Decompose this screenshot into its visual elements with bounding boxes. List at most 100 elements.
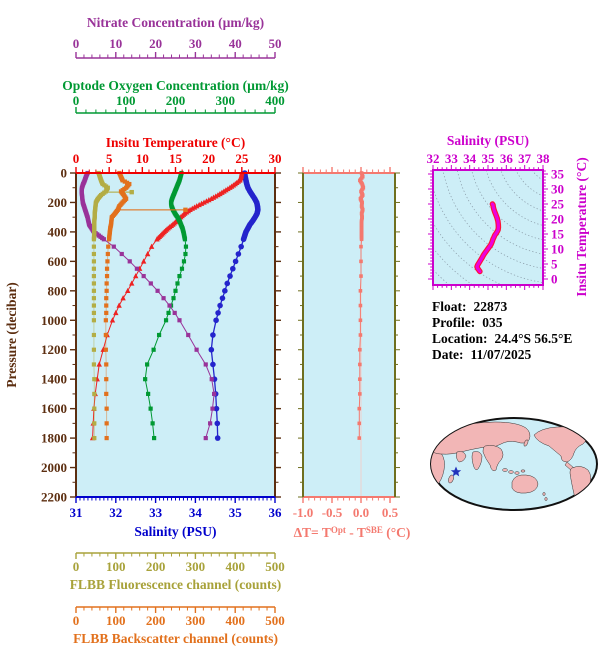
data-point (358, 303, 363, 308)
data-point (92, 377, 97, 382)
data-point (104, 281, 109, 286)
data-point (92, 391, 97, 397)
data-point (122, 179, 127, 184)
data-point (151, 347, 156, 352)
data-point (143, 377, 148, 382)
date-line: Date: 11/07/2025 (432, 347, 608, 363)
pressure-tick-label: 400 (48, 224, 68, 239)
ts-temperature-tick-label: 20 (551, 212, 564, 227)
fluorescence-tick-label: 400 (225, 559, 245, 574)
data-point (163, 318, 169, 323)
data-point (224, 280, 231, 287)
data-point (208, 346, 215, 353)
temperature-axis-title: Insitu Temperature (°C) (106, 135, 245, 150)
delta-t-axis-title: ΔT= TOpt - TSBE (°C) (294, 525, 411, 540)
ts-salinity-tick-label: 36 (500, 151, 514, 166)
data-point (101, 237, 106, 242)
pressure-tick-label: 1800 (41, 431, 67, 446)
map-india (471, 451, 483, 471)
temperature-tick-label: 10 (136, 151, 149, 166)
data-point (213, 405, 220, 412)
data-point (129, 189, 134, 195)
data-point (148, 406, 153, 411)
backscatter-tick-label: 500 (265, 613, 285, 628)
data-point (357, 406, 362, 411)
date-value: 11/07/2025 (470, 347, 532, 362)
data-point (240, 236, 247, 243)
data-point (103, 318, 108, 323)
data-point (232, 258, 239, 265)
data-point (210, 361, 216, 368)
data-point (91, 251, 97, 257)
data-point (203, 435, 208, 441)
map-indonesia-4 (520, 469, 526, 473)
temperature-tick-label: 0 (73, 151, 80, 166)
series-oxygen (143, 170, 189, 441)
delta-t-plot-area (303, 173, 395, 497)
delta-t-tick-label: 0.5 (382, 505, 399, 520)
data-point (182, 237, 188, 242)
data-point (104, 377, 109, 382)
data-point (177, 318, 182, 323)
data-point (214, 420, 221, 427)
fluorescence-axis-title: FLBB Fluorescence channel (counts) (70, 577, 282, 592)
backscatter-tick-label: 200 (146, 613, 166, 628)
data-point (217, 302, 223, 309)
ts-temperature-axis-title: Insitu Temperature (°C) (574, 157, 589, 296)
salinity-tick-label: 34 (189, 505, 203, 520)
pressure-axis-title: Pressure (decibar) (4, 282, 19, 388)
data-point (92, 406, 97, 411)
data-point (120, 295, 126, 301)
data-point (104, 406, 109, 411)
data-point (106, 237, 112, 242)
data-point (357, 436, 362, 440)
data-point (91, 332, 97, 338)
data-point (154, 236, 160, 242)
data-point (103, 332, 108, 338)
fluorescence-tick-label: 100 (106, 559, 126, 574)
data-point (357, 421, 362, 426)
data-point (171, 296, 176, 301)
data-point (91, 310, 97, 316)
oxygen-axis-title: Optode Oxygen Concentration (µm/kg) (62, 78, 288, 93)
data-point (179, 266, 185, 271)
data-point (208, 421, 213, 426)
data-point (105, 251, 110, 257)
temperature-tick-label: 5 (106, 151, 113, 166)
data-point (209, 377, 214, 382)
ts-curve (474, 201, 502, 275)
data-point (358, 392, 362, 396)
data-point (181, 259, 187, 264)
ts-temperature-tick-label: 0 (551, 272, 558, 287)
data-point (155, 288, 160, 293)
data-point (91, 296, 97, 301)
map-indonesia-1 (502, 468, 508, 472)
ts-salinity-tick-label: 33 (445, 151, 459, 166)
salinity-tick-label: 35 (229, 505, 243, 520)
temperature-tick-label: 30 (269, 151, 282, 166)
oxygen-tick-label: 100 (116, 93, 136, 108)
data-point (222, 288, 228, 294)
data-point (91, 303, 97, 308)
data-point (183, 251, 188, 257)
data-point (104, 288, 109, 293)
data-point (172, 310, 177, 316)
series-fluorescence (91, 170, 134, 441)
data-point (173, 288, 178, 293)
fluorescence-tick-label: 300 (186, 559, 206, 574)
data-point (177, 273, 182, 279)
fluorescence-tick-label: 500 (265, 559, 285, 574)
data-point (104, 310, 109, 316)
location-line: Location: 24.4°S 56.5°E (432, 331, 608, 347)
float-value: 22873 (473, 299, 508, 314)
data-point (161, 296, 166, 301)
backscatter-tick-label: 100 (106, 613, 126, 628)
oxygen-tick-label: 300 (216, 93, 236, 108)
data-point (106, 244, 111, 249)
data-point (144, 251, 151, 257)
data-point (111, 244, 116, 249)
data-point (104, 391, 109, 397)
pressure-tick-label: 200 (48, 195, 68, 210)
pressure-tick-label: 2000 (41, 460, 67, 475)
